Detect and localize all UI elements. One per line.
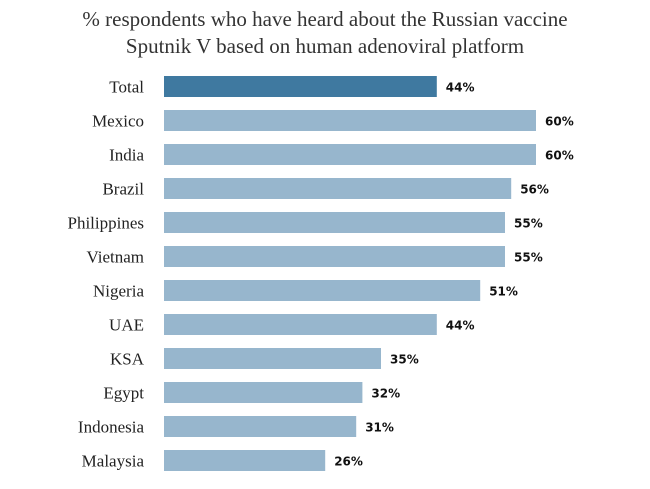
category-label-nigeria: Nigeria	[93, 282, 144, 301]
category-label-philippines: Philippines	[67, 214, 144, 233]
value-label-indonesia: 31%	[365, 421, 394, 435]
bar-mexico	[164, 110, 536, 131]
value-label-philippines: 55%	[514, 217, 543, 231]
value-label-total: 44%	[446, 81, 475, 95]
category-label-india: India	[109, 146, 144, 165]
bar-ksa	[164, 348, 381, 369]
bar-malaysia	[164, 450, 326, 471]
category-label-malaysia: Malaysia	[82, 452, 145, 471]
value-label-brazil: 56%	[520, 183, 549, 197]
value-label-vietnam: 55%	[514, 251, 543, 265]
category-label-uae: UAE	[109, 316, 144, 335]
category-label-mexico: Mexico	[92, 112, 144, 131]
bar-vietnam	[164, 246, 505, 267]
value-label-nigeria: 51%	[489, 285, 518, 299]
bar-nigeria	[164, 280, 481, 301]
value-label-malaysia: 26%	[334, 455, 363, 469]
category-label-ksa: KSA	[110, 350, 145, 369]
chart-title: % respondents who have heard about the R…	[0, 6, 650, 60]
chart-title-line-1: % respondents who have heard about the R…	[82, 7, 568, 31]
bar-indonesia	[164, 416, 357, 437]
value-label-mexico: 60%	[545, 115, 574, 129]
category-label-egypt: Egypt	[103, 384, 144, 403]
value-label-uae: 44%	[446, 319, 475, 333]
category-label-indonesia: Indonesia	[78, 418, 145, 437]
value-label-india: 60%	[545, 149, 574, 163]
bar-total	[164, 76, 437, 97]
bar-egypt	[164, 382, 363, 403]
category-label-vietnam: Vietnam	[86, 248, 144, 267]
bar-philippines	[164, 212, 505, 233]
bar-india	[164, 144, 536, 165]
chart-title-line-2: Sputnik V based on human adenoviral plat…	[125, 34, 525, 58]
bar-brazil	[164, 178, 512, 199]
bar-uae	[164, 314, 437, 335]
value-label-ksa: 35%	[390, 353, 419, 367]
value-label-egypt: 32%	[371, 387, 400, 401]
category-label-brazil: Brazil	[102, 180, 144, 199]
category-label-total: Total	[109, 78, 144, 97]
